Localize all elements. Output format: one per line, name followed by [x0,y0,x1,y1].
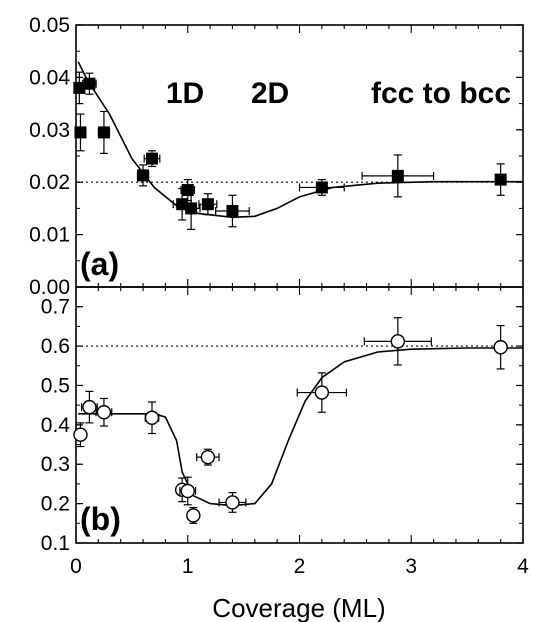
fit-curve [77,61,523,219]
y-tick-label: 0.1 [41,532,70,555]
y-tick-label: 0.02 [29,171,70,194]
y-tick-label: 0.2 [41,493,70,516]
panel-b: 0.1 0.2 0.3 0.4 0.5 0.6 0.7 (b) [41,286,524,555]
data-point [314,385,330,400]
data-point [200,449,216,465]
y-tick-label: 0.6 [41,335,70,358]
data-point [82,399,97,415]
x-axis: 0 1 2 3 4 [70,555,529,578]
y-tick-label: 0.7 [41,296,70,319]
x-axis-label: Coverage (ML) [212,593,385,622]
panel-a: 0.00 0.01 0.02 0.03 0.04 0.05 (a) 1D 2D fcc to bc… [29,14,524,299]
data-point [225,495,240,510]
y-tick-label: 0.04 [29,66,70,89]
data-point [144,410,160,425]
y-tick-label: 0.3 [41,453,70,476]
data-point [186,508,201,523]
data-point [390,334,406,349]
data-point [137,169,150,182]
panel-label: (b) [80,501,121,537]
data-point [74,126,87,139]
phase-annotation: 2D [251,77,289,110]
fit-curve [78,347,523,507]
data-point [315,181,328,194]
data-point [145,152,158,165]
x-tick-label: 1 [182,555,194,578]
phase-annotation: 1D [166,77,204,110]
x-tick-label: 0 [70,555,82,578]
plot-frame [75,24,524,288]
y-tick-label: 0.5 [41,374,70,397]
data-point [494,173,507,186]
x-tick-label: 2 [294,555,306,578]
x-tick-label: 4 [517,555,529,578]
data-point [180,483,195,499]
data-point [226,205,239,218]
data-point [391,169,404,182]
x-tick-label: 3 [405,555,417,578]
data-point [185,202,198,215]
y-tick-label: 0.00 [29,276,70,299]
phase-annotation: fcc to bcc [371,77,511,110]
panel-label: (a) [80,246,119,282]
data-point [493,340,508,355]
data-point [96,405,112,420]
y-tick-label: 0.05 [29,14,70,37]
data-point [181,184,194,197]
y-tick-label: 0.01 [29,224,70,247]
data-point [83,77,96,90]
y-tick-label: 0.03 [29,119,70,142]
data-point [201,198,214,211]
data-point [97,126,110,139]
y-tick-label: 0.4 [41,414,71,437]
data-point [73,427,88,442]
